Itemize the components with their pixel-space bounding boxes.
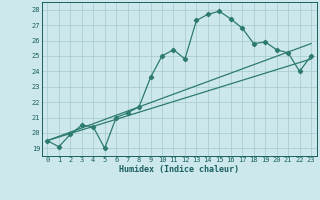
- X-axis label: Humidex (Indice chaleur): Humidex (Indice chaleur): [119, 165, 239, 174]
